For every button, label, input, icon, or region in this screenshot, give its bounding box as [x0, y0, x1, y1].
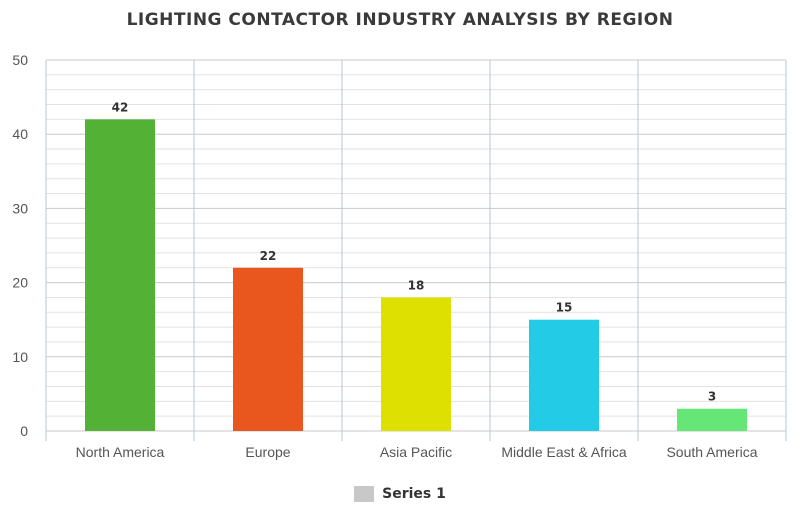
- bars: [85, 119, 747, 432]
- data-label: 15: [556, 301, 573, 315]
- bar: [677, 408, 747, 431]
- data-label: 3: [708, 390, 716, 404]
- y-tick-label: 50: [12, 52, 28, 68]
- bar: [85, 119, 155, 432]
- axes: 0 10 20 30 40 50: [12, 52, 28, 439]
- legend-swatch: [354, 486, 375, 502]
- chart-title: LIGHTING CONTACTOR INDUSTRY ANALYSIS BY …: [126, 10, 674, 30]
- y-tick-label: 30: [12, 200, 28, 216]
- data-label: 18: [408, 278, 425, 292]
- labels: 42 North America 22 Europe 18 Asia Pacific 15 M…: [76, 100, 758, 460]
- x-tick-label: Middle East & Africa: [501, 444, 626, 460]
- y-tick-label: 0: [20, 423, 28, 439]
- data-label: 42: [112, 100, 129, 114]
- bar: [529, 319, 599, 431]
- x-tick-label: North America: [76, 444, 165, 460]
- y-tick-label: 40: [12, 126, 28, 142]
- y-tick-label: 10: [12, 349, 28, 365]
- y-tick-label: 20: [12, 275, 28, 291]
- x-tick-label: Europe: [245, 444, 290, 460]
- bar: [381, 297, 451, 431]
- data-label: 22: [260, 249, 277, 263]
- x-tick-label: Asia Pacific: [380, 444, 452, 460]
- legend-label: Series 1: [382, 486, 446, 502]
- x-tick-label: South America: [666, 444, 757, 460]
- bar: [233, 267, 303, 431]
- legend: Series 1: [0, 486, 800, 502]
